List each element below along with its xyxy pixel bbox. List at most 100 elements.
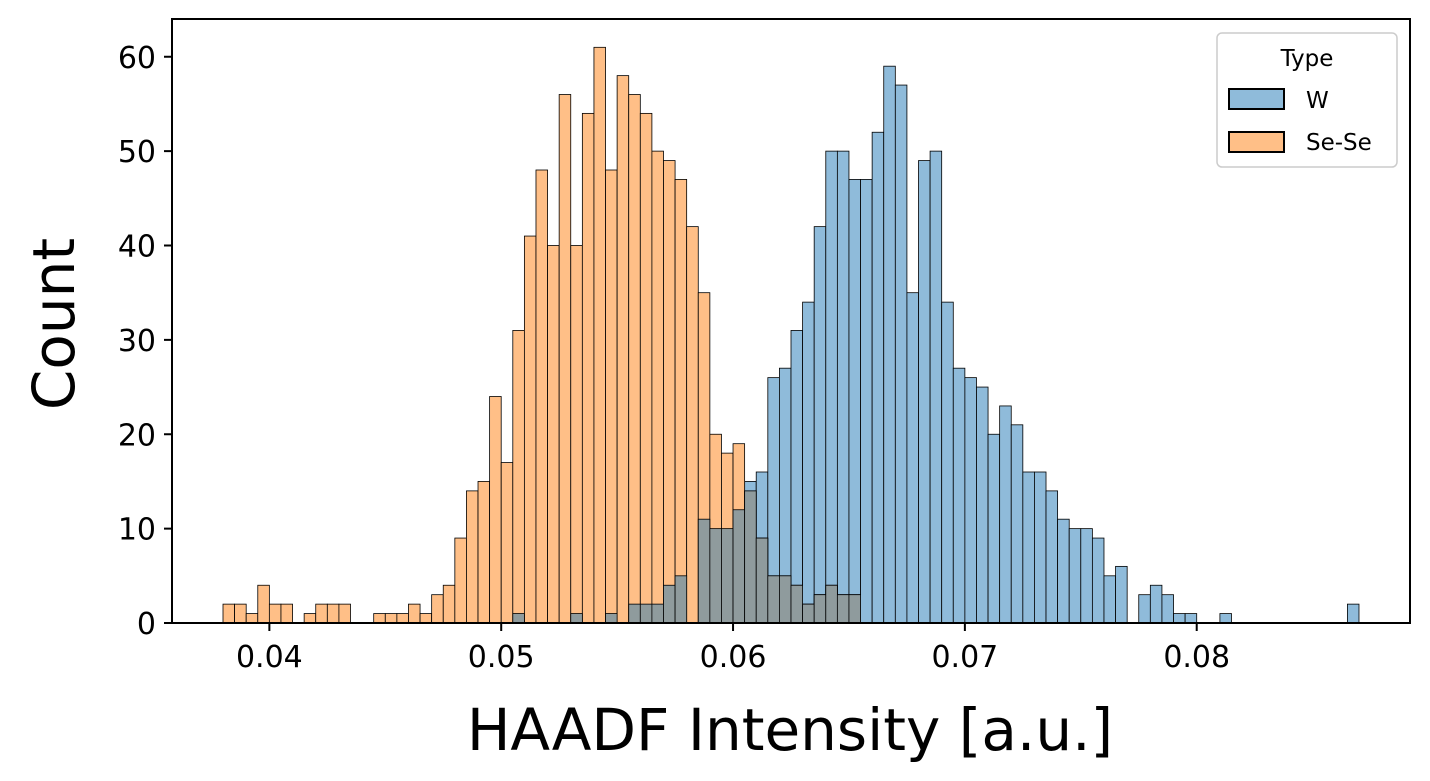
bar-w-29 [941,301,954,624]
bar-se-se-12 [396,613,409,624]
y-axis-ticks: 0 10 20 30 40 50 60 [118,41,172,642]
bar-w-42 [1091,537,1105,624]
legend-swatch-se-se [1228,131,1285,153]
legend-title: Type [1280,46,1334,72]
bar-w-24 [883,65,896,624]
bar-w-37 [1034,471,1047,624]
bar-overlap-9 [709,528,722,624]
bar-w-43 [1103,575,1116,624]
bar-w-19 [825,150,838,624]
bar-w-31 [964,377,977,624]
bar-w-35 [1010,424,1024,624]
x-axis-label: HAADF Intensity [a.u.] [467,696,1113,764]
bar-overlap-21 [848,594,861,624]
y-tick-label-2: 20 [118,418,156,453]
y-axis-label: Count [20,238,88,410]
bar-se-se-3 [257,584,270,624]
bar-overlap-2 [605,613,618,624]
bar-w-18 [813,226,827,624]
y-tick-label-4: 40 [118,230,156,265]
bar-se-se-5 [280,603,293,624]
bar-overlap-5 [651,603,664,624]
legend: Type W Se-Se [1216,32,1398,168]
bar-overlap-1 [570,613,583,624]
x-tick-label-4: 0.08 [1163,640,1230,675]
bar-overlap-4 [639,603,653,624]
bar-se-se-26 [558,94,572,624]
bar-overlap-10 [721,528,734,624]
bar-se-se-11 [384,613,398,624]
bar-overlap-13 [755,537,769,624]
bar-w-39 [1057,518,1070,624]
bar-w-40 [1068,528,1082,624]
bar-w-22 [860,179,873,624]
bar-w-38 [1045,490,1059,624]
y-tick-label-0: 0 [137,607,156,642]
bar-overlap-14 [767,575,780,624]
bar-se-se-10 [373,613,386,624]
bar-w-48 [1173,613,1186,624]
bar-overlap-0 [512,613,525,624]
legend-label-se-se: Se-Se [1306,130,1372,156]
bar-overlap-16 [790,584,803,624]
bar-se-se-8 [326,603,340,624]
y-tick-label-6: 60 [118,41,156,76]
bar-se-se-37 [686,226,699,624]
bar-se-se-18 [466,490,479,624]
bar-se-se-14 [419,613,433,624]
bar-overlap-11 [732,509,746,624]
x-axis-ticks: 0.04 0.05 0.06 0.07 0.08 [236,623,1230,675]
bar-se-se-22 [512,330,525,624]
x-tick-label-1: 0.05 [468,640,535,675]
bar-se-se-23 [523,235,537,624]
bar-overlap-20 [836,594,850,624]
y-tick-label-3: 30 [118,324,156,359]
bar-overlap-8 [697,518,711,624]
bar-se-se-32 [628,94,641,624]
bar-w-23 [871,131,885,624]
bar-w-34 [999,405,1012,624]
bar-se-se-28 [581,112,595,624]
bar-w-30 [952,367,966,624]
bar-w-26 [906,292,919,624]
x-tick-label-2: 0.06 [700,640,767,675]
bar-se-se-24 [535,169,548,624]
bar-overlap-3 [628,603,641,624]
bar-w-47 [1161,594,1174,624]
bar-se-se-21 [500,462,514,624]
bar-w-17 [802,301,815,624]
legend-swatch-w [1228,88,1285,110]
bar-se-se-13 [408,603,421,624]
legend-label-w: W [1306,88,1329,114]
bar-overlap-17 [802,603,815,624]
bar-overlap-7 [674,575,688,624]
bar-se-se-4 [268,603,282,624]
bar-w-20 [836,150,850,624]
y-tick-label-5: 50 [118,135,156,170]
bar-w-41 [1080,528,1093,624]
axes [171,18,1411,624]
bar-se-se-33 [639,112,653,624]
bar-w-25 [894,84,908,624]
bar-w-27 [918,160,931,624]
bar-overlap-18 [813,594,827,624]
y-tick-label-1: 10 [118,513,156,548]
bar-se-se-19 [477,481,491,624]
bar-w-21 [848,179,861,624]
bar-w-45 [1138,594,1151,624]
bar-se-se-36 [674,179,688,624]
bar-w-33 [987,433,1001,624]
bar-overlap-6 [663,584,676,624]
axes-frame [171,18,1411,624]
bar-se-se-29 [593,46,606,624]
bar-overlap-12 [744,490,757,624]
bar-overlap-15 [779,575,792,624]
bar-w-49 [1184,613,1198,624]
bar-se-se-27 [570,245,583,624]
x-tick-label-0: 0.04 [236,640,303,675]
bar-se-se-16 [442,584,456,624]
bar-se-se-15 [431,594,444,624]
bar-w-51 [1347,603,1360,624]
bar-se-se-31 [616,75,630,624]
